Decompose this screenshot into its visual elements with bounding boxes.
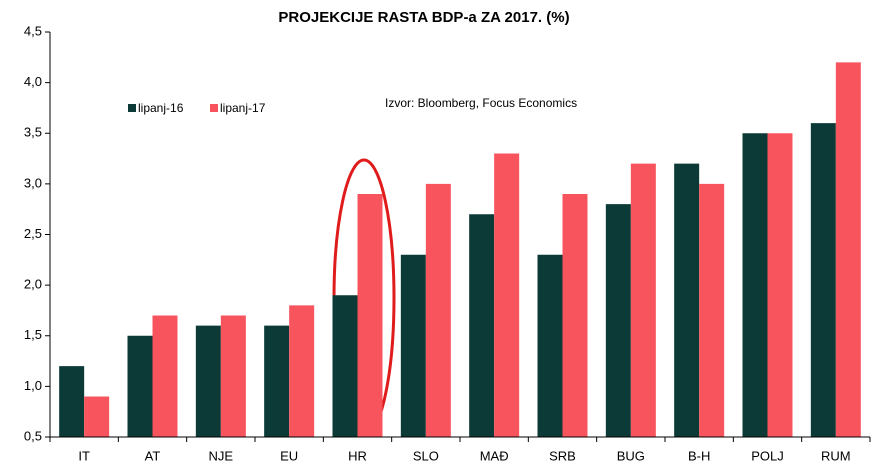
x-tick-label: BUG: [617, 448, 645, 463]
bar: [537, 254, 563, 437]
bar: [605, 204, 631, 437]
x-tick-label: RUM: [821, 448, 851, 463]
bar: [152, 315, 178, 437]
bar: [425, 183, 451, 437]
bar: [494, 153, 520, 437]
y-tick-label: 4,0: [24, 74, 42, 89]
bar: [630, 163, 656, 437]
x-tick-label: AT: [145, 448, 161, 463]
annotation: Izvor: Bloomberg, Focus Economics: [385, 96, 577, 110]
y-tick-label: 2,0: [24, 277, 42, 292]
bar: [562, 194, 588, 437]
y-tick-label: 3,5: [24, 125, 42, 140]
x-tick-label: IT: [78, 448, 90, 463]
x-tick-label: SRB: [549, 448, 576, 463]
bar: [220, 315, 246, 437]
bar: [400, 254, 426, 437]
x-tick-label: B-H: [688, 448, 710, 463]
y-tick-label: 3,0: [24, 175, 42, 190]
y-tick-label: 4,5: [24, 23, 42, 38]
bar: [264, 325, 290, 437]
x-tick-label: NJE: [209, 448, 234, 463]
y-tick-label: 1,0: [24, 378, 42, 393]
bar: [289, 305, 315, 437]
x-tick-label: POLJ: [751, 448, 784, 463]
bar: [59, 366, 85, 437]
x-tick-label: SLO: [413, 448, 439, 463]
bar: [332, 295, 358, 437]
y-tick-label: 1,5: [24, 327, 42, 342]
bar: [84, 396, 110, 437]
x-tick-label: HR: [348, 448, 367, 463]
bar: [767, 133, 793, 437]
chart-title: PROJEKCIJE RASTA BDP-a ZA 2017. (%): [278, 9, 569, 26]
bar: [810, 123, 836, 437]
legend-label: lipanj-17: [220, 101, 266, 115]
y-tick-label: 2,5: [24, 226, 42, 241]
bar: [674, 163, 700, 437]
x-tick-label: EU: [280, 448, 298, 463]
legend-swatch: [128, 104, 136, 112]
bar: [127, 335, 153, 437]
bar: [742, 133, 768, 437]
legend-label: lipanj-16: [138, 101, 184, 115]
y-tick-label: 0,5: [24, 428, 42, 443]
x-tick-label: MAĐ: [480, 448, 509, 463]
bar: [195, 325, 221, 437]
bar: [835, 62, 861, 437]
bar: [699, 183, 725, 437]
bar: [357, 194, 383, 437]
legend-swatch: [210, 104, 218, 112]
bar: [469, 214, 495, 437]
